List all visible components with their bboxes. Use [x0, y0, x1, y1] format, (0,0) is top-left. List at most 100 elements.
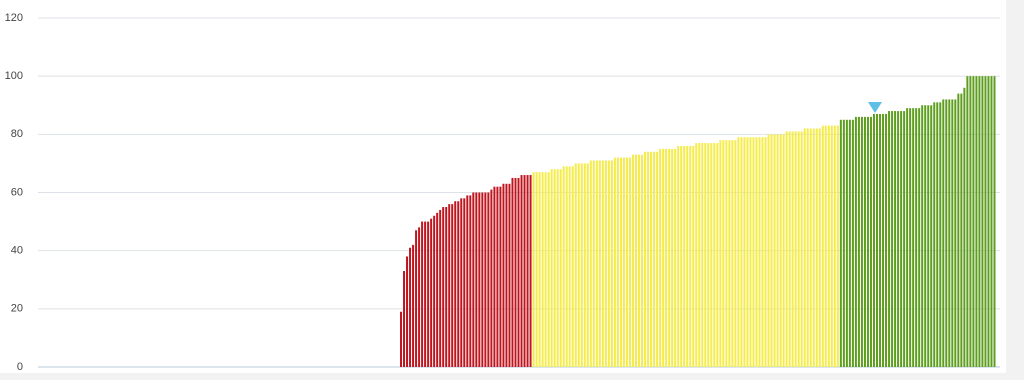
bar	[876, 113, 878, 367]
bar	[481, 192, 484, 367]
bar	[698, 143, 701, 367]
y-tick-label: 40	[11, 245, 23, 257]
bar	[484, 192, 487, 367]
bar	[749, 137, 752, 367]
bar	[815, 128, 818, 367]
bar	[882, 113, 885, 367]
bar	[981, 76, 984, 368]
y-tick-label: 120	[5, 12, 23, 24]
bar	[948, 99, 951, 367]
bar	[951, 99, 954, 367]
bar	[740, 137, 743, 367]
bar	[987, 76, 990, 368]
bar	[927, 105, 930, 367]
bar	[848, 119, 851, 368]
bar	[604, 160, 607, 367]
bar	[650, 151, 653, 367]
bar	[897, 111, 900, 367]
bar	[427, 221, 430, 367]
bar	[830, 125, 833, 367]
bar	[628, 157, 631, 367]
bar	[731, 140, 734, 367]
bar	[511, 177, 514, 367]
bar	[409, 247, 412, 367]
y-tick-label: 100	[5, 70, 23, 82]
bar	[523, 175, 526, 367]
bar	[665, 148, 668, 367]
bar	[577, 163, 580, 367]
bar	[716, 143, 719, 367]
bar	[412, 244, 415, 367]
bar	[541, 172, 544, 367]
bar	[809, 128, 812, 367]
bar	[821, 125, 824, 367]
bar	[454, 201, 457, 367]
bar	[936, 102, 939, 367]
bar	[616, 157, 619, 367]
bar	[713, 143, 716, 367]
bar	[930, 105, 933, 367]
bar	[451, 204, 454, 367]
bar	[912, 108, 915, 368]
bar	[677, 145, 680, 367]
bar	[803, 128, 806, 367]
bar	[683, 145, 686, 367]
bar	[544, 172, 547, 367]
bar	[842, 119, 845, 368]
bar	[743, 137, 746, 367]
bar	[984, 76, 987, 368]
bar	[656, 151, 659, 367]
bar	[403, 271, 406, 367]
y-tick-label: 80	[11, 128, 23, 140]
bar	[960, 93, 963, 367]
bar	[496, 186, 499, 367]
bar	[725, 140, 728, 367]
bar	[415, 230, 418, 367]
bar	[839, 119, 842, 368]
bar	[562, 166, 565, 367]
bar	[722, 140, 725, 367]
bar	[942, 99, 945, 367]
bar	[746, 137, 749, 367]
bar	[824, 125, 827, 367]
bar	[767, 134, 770, 367]
bar	[806, 128, 809, 367]
bar	[424, 221, 427, 367]
bar	[671, 148, 674, 367]
bar	[879, 113, 882, 367]
bar	[613, 157, 616, 367]
bar	[758, 137, 761, 367]
bar	[869, 116, 872, 367]
bar	[550, 169, 553, 367]
bar	[493, 186, 496, 367]
bar	[891, 111, 894, 367]
bar	[556, 169, 559, 367]
bar	[737, 137, 740, 367]
bar	[812, 128, 815, 367]
bar	[818, 128, 821, 367]
bar	[445, 207, 448, 367]
bar	[903, 111, 906, 367]
bar	[728, 140, 731, 367]
bar	[547, 172, 550, 367]
bar	[860, 116, 863, 367]
bar	[433, 215, 436, 367]
bar	[463, 198, 466, 367]
bar	[674, 148, 677, 367]
bar	[833, 125, 836, 367]
bar	[406, 256, 409, 367]
bar	[580, 163, 583, 367]
bar	[538, 172, 541, 367]
bar	[845, 119, 848, 368]
bar	[857, 116, 860, 367]
bar	[592, 160, 595, 367]
bar	[487, 192, 490, 367]
bar	[924, 105, 927, 367]
bar	[785, 131, 788, 367]
bar	[439, 209, 442, 367]
bar	[421, 221, 424, 367]
bar	[631, 154, 634, 367]
bar	[945, 99, 948, 367]
bar	[505, 183, 508, 367]
